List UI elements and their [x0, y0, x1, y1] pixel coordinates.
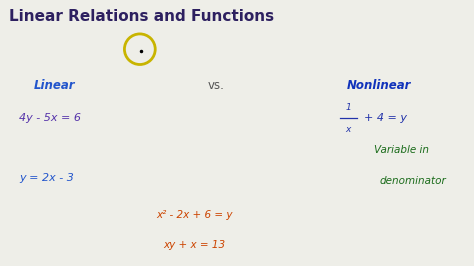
Text: x: x: [346, 125, 351, 134]
Text: 1: 1: [346, 103, 351, 112]
Text: xy + x = 13: xy + x = 13: [163, 240, 226, 250]
Text: x² - 2x + 6 = y: x² - 2x + 6 = y: [156, 210, 233, 221]
Text: Linear: Linear: [34, 79, 75, 92]
Text: Nonlinear: Nonlinear: [347, 79, 411, 92]
Text: 4y - 5x = 6: 4y - 5x = 6: [19, 113, 81, 123]
Text: denominator: denominator: [379, 176, 446, 186]
Text: + 4 = y: + 4 = y: [364, 113, 407, 123]
Text: Linear Relations and Functions: Linear Relations and Functions: [9, 9, 274, 24]
Text: vs.: vs.: [207, 79, 224, 92]
Text: Variable in: Variable in: [374, 145, 429, 155]
Text: y = 2x - 3: y = 2x - 3: [19, 173, 74, 183]
